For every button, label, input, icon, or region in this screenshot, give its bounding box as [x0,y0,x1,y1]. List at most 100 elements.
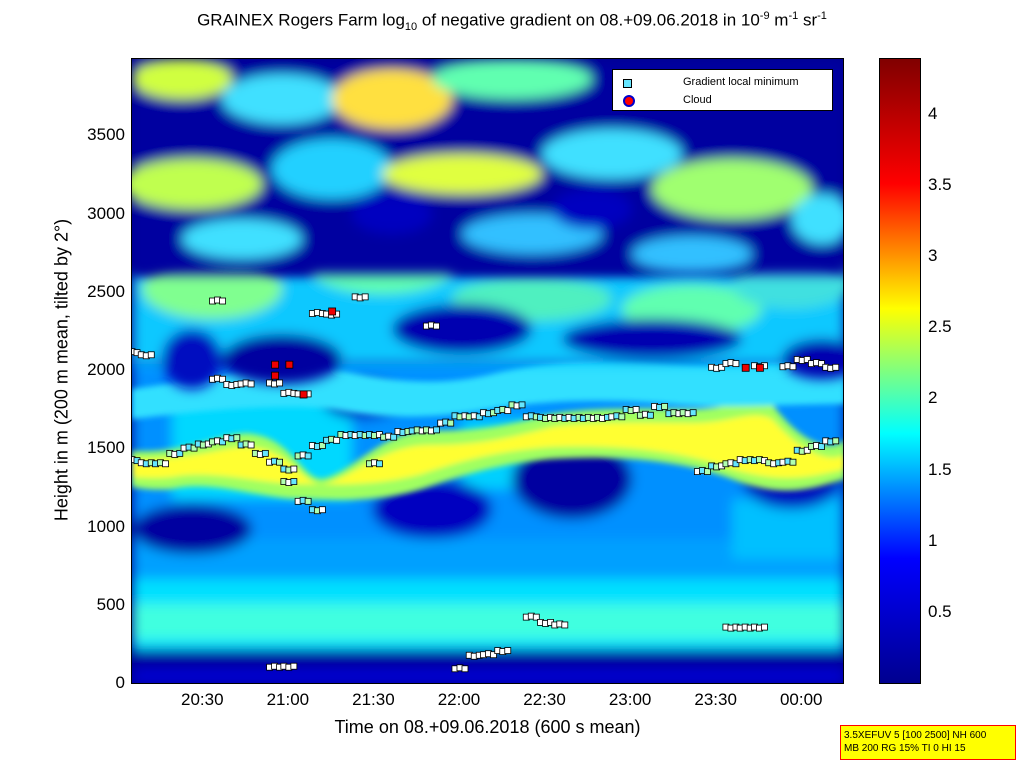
y-tick-label: 0 [115,673,125,692]
square-marker-icon [623,78,632,88]
gradient-minimum-marker [304,452,312,460]
gradient-minimum-marker [689,409,697,417]
gradient-minimum-marker [618,413,626,421]
legend: Gradient local minimum Cloud [612,69,833,111]
colorbar-tick-label: 3.5 [928,175,952,195]
x-axis-label: Time on 08.+09.06.2018 (600 s mean) [334,717,641,737]
cloud-marker [271,371,280,380]
cloud-marker [271,360,280,369]
gradient-minimum-marker [233,434,241,442]
y-tick-label: 2500 [87,281,125,301]
gradient-minimum-marker [276,379,284,387]
gradient-minimum-marker [632,406,640,413]
gradient-minimum-marker [390,433,398,441]
gradient-minimum-marker [247,380,255,388]
cloud-marker [756,363,764,372]
legend-label-cloud: Cloud [683,94,712,106]
cloud-marker [741,363,750,372]
colorbar-tick-label: 0.5 [928,601,952,621]
x-tick-label: 20:30 [181,690,224,709]
y-tick-label: 1000 [87,516,125,536]
x-tick-label: 00:00 [779,690,823,709]
gradient-minimum-marker [832,437,840,445]
gradient-minimum-marker [561,621,569,629]
gradient-minimum-marker [490,651,497,659]
cloud-marker [285,360,294,369]
x-tick-label: 21:00 [266,690,310,709]
x-tick-label: 23:00 [608,690,652,709]
chart-title: GRAINEX Rogers Farm log10 of negative gr… [197,10,827,34]
y-tick-label: 2000 [87,360,125,379]
x-tick-label: 22:30 [523,690,566,709]
gradient-minimum-marker [162,460,169,468]
gradient-minimum-marker [789,458,797,466]
info-line-2: MB 200 RG 15% TI 0 HI 15 [844,743,966,754]
gradient-minimum-marker [219,375,226,383]
x-tick-label: 22:00 [437,690,481,709]
gradient-minimum-marker [333,436,341,444]
gradient-minimum-marker [219,438,226,446]
legend-item-cloud [623,94,635,108]
gradient-minimum-marker [518,401,526,409]
circle-marker-icon [623,95,635,107]
gradient-minimum-marker [290,465,298,473]
gradient-minimum-marker [789,363,797,371]
settings-info-box: 3.5XEFUV 5 [100 2500] NH 600 MB 200 RG 1… [840,725,1016,760]
heatmap-plot-area [131,58,844,684]
cloud-marker [328,307,337,316]
gradient-minimum-marker [433,322,440,330]
markers-layer [132,293,840,673]
gradient-minimum-marker [361,293,369,301]
gradient-minimum-marker [646,411,654,419]
gradient-minimum-marker [304,497,312,505]
gradient-minimum-marker [803,356,811,363]
gradient-minimum-marker [433,426,440,434]
x-tick-label: 23:30 [694,690,737,709]
gradient-minimum-marker [261,449,269,457]
colorbar-tick-label: 2.5 [928,317,952,337]
gradient-minimum-marker [504,647,512,654]
gradient-minimum-marker [290,478,298,485]
gradient-minimum-marker [247,441,255,449]
colorbar-tick-label: 1 [928,530,938,550]
gradient-minimum-marker [832,363,840,371]
gradient-minimum-marker [818,360,825,368]
gradient-minimum-marker [661,403,669,410]
gradient-minimum-marker [290,662,298,670]
gradient-minimum-marker [818,443,825,450]
gradient-minimum-marker [761,623,768,631]
gradient-minimum-marker [461,665,469,673]
gradient-minimum-marker [176,449,184,457]
cloud-marker [299,390,308,399]
gradient-minimum-marker [504,407,512,414]
gradient-minimum-marker [447,419,455,427]
gradient-minimum-marker [732,360,740,368]
gradient-minimum-marker [532,613,540,621]
info-line-1: 3.5XEFUV 5 [100 2500] NH 600 [844,730,987,741]
gradient-minimum-marker [276,458,284,466]
legend-label-gradient: Gradient local minimum [683,76,799,88]
colorbar-tick-label: 3 [928,246,938,266]
gradient-minimum-marker [318,442,326,449]
y-tick-label: 3500 [87,125,125,145]
colorbar [879,58,921,684]
colorbar-tick-label: 2 [928,388,938,408]
legend-item-gradient [623,76,632,90]
gradient-minimum-marker [147,351,155,359]
gradient-minimum-marker [190,444,198,452]
gradient-minimum-marker [718,363,726,371]
x-tick-label: 21:30 [352,690,395,709]
gradient-minimum-marker [318,506,326,514]
colorbar-tick-label: 4 [928,103,938,123]
colorbar-tick-label: 1.5 [928,459,952,479]
y-tick-label: 500 [96,594,125,614]
gradient-minimum-marker [475,413,483,421]
gradient-minimum-marker [219,297,226,305]
heatmap-svg [132,59,843,683]
gradient-minimum-marker [732,460,740,468]
y-tick-label: 1500 [87,438,125,458]
gradient-minimum-marker [803,446,811,454]
y-tick-label: 3000 [87,203,125,223]
gradient-minimum-marker [704,468,711,475]
gradient-minimum-marker [376,460,383,468]
